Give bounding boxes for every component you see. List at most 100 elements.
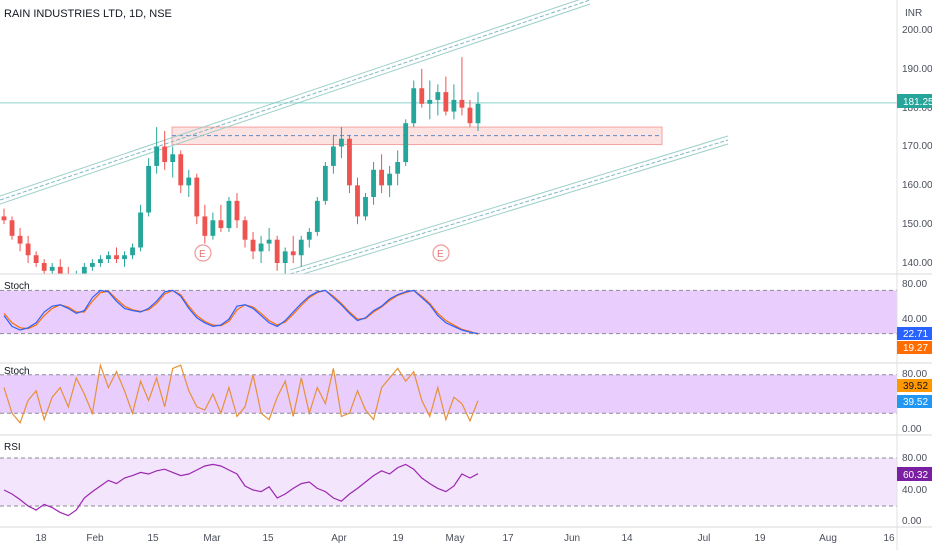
stoch-tick: 40.00 <box>902 314 927 325</box>
time-axis[interactable]: 18 Feb 15 Mar 15 Apr 19 May 17 Jun 14 Ju… <box>35 533 895 544</box>
time-tick: Mar <box>203 533 221 544</box>
candle <box>427 99 433 104</box>
price-tick: 160.00 <box>902 180 932 191</box>
candle <box>194 177 200 217</box>
candle <box>114 255 119 260</box>
time-tick: 16 <box>883 533 895 544</box>
candle <box>250 239 256 252</box>
currency-label: INR <box>905 8 922 19</box>
last-price-value: 181.25 <box>903 97 932 108</box>
candle <box>395 162 401 174</box>
candle <box>210 220 216 236</box>
band-fill <box>0 374 897 414</box>
time-tick: 19 <box>392 533 404 544</box>
symbol-title: RAIN INDUSTRIES LTD, 1D, NSE <box>4 8 172 20</box>
candle <box>234 200 240 221</box>
candle <box>282 251 288 263</box>
rsi-badge <box>897 467 932 481</box>
lower-channel-inner <box>301 143 729 274</box>
stoch-panel-1[interactable] <box>0 289 897 335</box>
upper-channel-outer <box>0 0 580 197</box>
candle <box>363 196 368 217</box>
stoch-d-line <box>3 289 479 335</box>
lower-channel-mid <box>289 139 729 274</box>
candle <box>89 263 95 267</box>
indicator-title-stoch[interactable]: Stoch <box>4 366 30 377</box>
candle <box>41 263 47 271</box>
candle <box>314 200 320 232</box>
rsi-line <box>3 463 479 517</box>
candle <box>25 243 31 256</box>
candle <box>355 185 360 217</box>
candle <box>347 138 352 186</box>
stoch-tick: 0.00 <box>902 424 922 435</box>
candle <box>154 146 160 166</box>
candle <box>306 231 312 240</box>
candle <box>178 154 184 186</box>
time-tick: Jun <box>564 533 580 544</box>
price-axis[interactable]: 200.00 190.00 180.00 170.00 160.00 150.0… <box>902 25 932 269</box>
earnings-marker[interactable]: E <box>432 244 450 262</box>
candle <box>379 169 385 186</box>
price-tick: 180.00 <box>902 103 932 114</box>
earnings-marker[interactable]: E <box>194 244 212 262</box>
candle <box>17 235 23 244</box>
stoch-tick: 80.00 <box>902 279 927 290</box>
time-tick: 14 <box>621 533 633 544</box>
candle <box>226 200 232 229</box>
candle <box>459 99 465 108</box>
time-tick: Jul <box>698 533 711 544</box>
candle <box>66 275 71 279</box>
candle <box>266 239 272 244</box>
candle <box>339 138 344 147</box>
stoch2-value: 39.52 <box>903 381 928 392</box>
candle <box>258 243 264 252</box>
candle <box>274 239 280 263</box>
stoch2-line <box>3 362 479 424</box>
rsi-panel[interactable] <box>0 457 897 517</box>
candle <box>387 173 393 186</box>
rsi-tick: 0.00 <box>902 516 922 527</box>
earnings-marker-label: E <box>437 249 444 260</box>
candle <box>242 220 248 240</box>
upper-channel-inner <box>0 3 591 205</box>
candle <box>451 99 457 112</box>
candle <box>9 220 15 236</box>
time-tick: Aug <box>819 533 837 544</box>
stoch-k-badge <box>897 327 932 340</box>
stoch-d-value: 19.27 <box>903 343 928 354</box>
band-fill <box>0 290 897 334</box>
candle <box>33 255 39 263</box>
candle <box>330 146 336 166</box>
stoch-panel-2[interactable] <box>0 362 897 424</box>
price-tick: 170.00 <box>902 141 932 152</box>
time-tick: May <box>446 533 465 544</box>
time-tick: 15 <box>262 533 274 544</box>
candle <box>162 146 168 163</box>
candle <box>411 88 417 124</box>
time-tick: Apr <box>331 533 347 544</box>
candle <box>1 216 7 221</box>
stoch-tick: 80.00 <box>902 369 927 380</box>
rsi-value: 60.32 <box>903 470 928 481</box>
candle <box>106 255 111 260</box>
stoch2-badge <box>897 395 932 408</box>
candle <box>322 165 328 201</box>
price-tick: 150.00 <box>902 219 932 230</box>
price-tick: 190.00 <box>902 64 932 75</box>
band-fill <box>0 458 897 506</box>
candle <box>218 220 224 229</box>
candle <box>130 247 135 256</box>
time-tick: Feb <box>86 533 104 544</box>
indicator-title-rsi[interactable]: RSI <box>4 442 21 453</box>
candle <box>403 123 409 163</box>
indicator-title-stoch[interactable]: Stoch <box>4 281 30 292</box>
candle <box>435 92 441 100</box>
candle <box>186 177 192 186</box>
price-panel[interactable] <box>0 0 897 282</box>
candle <box>170 154 176 163</box>
upper-channel-mid <box>0 0 591 201</box>
earnings-marker-label: E <box>199 249 206 260</box>
candle <box>57 266 63 274</box>
